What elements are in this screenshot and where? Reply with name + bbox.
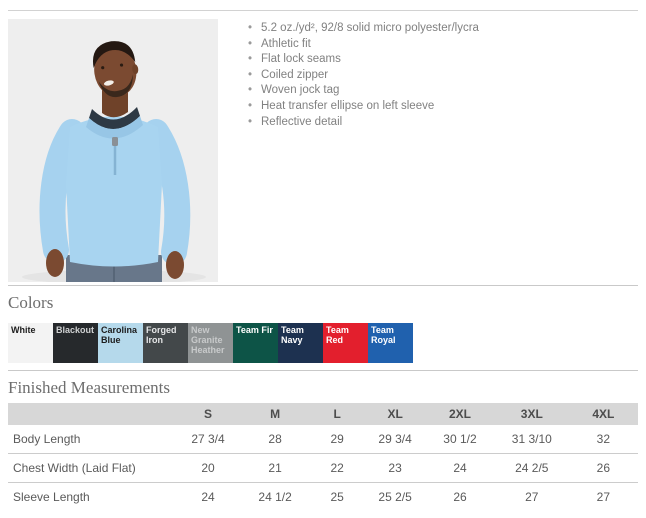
cell-value: 29 bbox=[330, 432, 344, 446]
column-header-s: S bbox=[174, 403, 242, 425]
color-swatch-team-fir[interactable]: Team Fir bbox=[233, 323, 278, 363]
feature-item: Coiled zipper bbox=[247, 69, 479, 81]
cell-value: 27 bbox=[525, 490, 539, 504]
color-swatch-row: White Blackout Carolina Blue Forged Iron… bbox=[8, 323, 638, 363]
cell-value: 26 bbox=[453, 490, 467, 504]
table-row-body-length: Body Length 27 3/4 28 29 29 3/4 30 1/2 3… bbox=[8, 425, 638, 454]
cell-value: 26 bbox=[596, 461, 610, 475]
cell-value: 21 bbox=[268, 461, 282, 475]
column-header-blank bbox=[8, 403, 175, 425]
colors-section: Colors White Blackout Carolina Blue Forg… bbox=[8, 285, 638, 363]
product-photo-image bbox=[8, 19, 218, 284]
row-label: Body Length bbox=[13, 432, 81, 446]
feature-item: Athletic fit bbox=[247, 38, 479, 50]
colors-heading: Colors bbox=[8, 293, 54, 312]
top-divider bbox=[8, 10, 638, 11]
measurements-heading: Finished Measurements bbox=[8, 378, 170, 397]
color-swatch-team-navy[interactable]: Team Navy bbox=[278, 323, 323, 363]
feature-item: 5.2 oz./yd², 92/8 solid micro polyester/… bbox=[247, 22, 479, 34]
table-row-sleeve-length: Sleeve Length 24 24 1/2 25 25 2/5 26 27 … bbox=[8, 483, 638, 512]
cell-value: 28 bbox=[268, 432, 282, 446]
cell-value: 25 bbox=[330, 490, 344, 504]
color-swatch-new-granite-heather[interactable]: New Granite Heather bbox=[188, 323, 233, 363]
product-features: 5.2 oz./yd², 92/8 solid micro polyester/… bbox=[247, 19, 479, 282]
zipper-pull bbox=[112, 137, 118, 146]
cell-value: 29 3/4 bbox=[378, 432, 412, 446]
product-overview: 5.2 oz./yd², 92/8 solid micro polyester/… bbox=[8, 19, 638, 284]
cell-value: 27 bbox=[596, 490, 610, 504]
cell-value: 25 2/5 bbox=[378, 490, 412, 504]
model-head bbox=[93, 41, 139, 98]
cell-value: 27 3/4 bbox=[191, 432, 225, 446]
cell-value: 23 bbox=[388, 461, 402, 475]
color-swatch-forged-iron[interactable]: Forged Iron bbox=[143, 323, 188, 363]
table-row-chest-width: Chest Width (Laid Flat) 20 21 22 23 24 2… bbox=[8, 454, 638, 483]
measurements-section: Finished Measurements S M L XL 2XL 3XL 4… bbox=[8, 370, 638, 511]
product-spec-page: 5.2 oz./yd², 92/8 solid micro polyester/… bbox=[0, 10, 646, 511]
table-header-row: S M L XL 2XL 3XL 4XL bbox=[8, 403, 638, 425]
column-header-2xl: 2XL bbox=[425, 403, 495, 425]
column-header-3xl: 3XL bbox=[494, 403, 569, 425]
feature-list: 5.2 oz./yd², 92/8 solid micro polyester/… bbox=[247, 22, 479, 128]
feature-item: Flat lock seams bbox=[247, 53, 479, 65]
cell-value: 22 bbox=[330, 461, 344, 475]
cell-value: 31 3/10 bbox=[511, 432, 552, 446]
row-label: Chest Width (Laid Flat) bbox=[13, 461, 136, 475]
cell-value: 20 bbox=[201, 461, 215, 475]
feature-item: Woven jock tag bbox=[247, 84, 479, 96]
color-swatch-blackout[interactable]: Blackout bbox=[53, 323, 98, 363]
color-swatch-team-red[interactable]: Team Red bbox=[323, 323, 368, 363]
cell-value: 24 bbox=[201, 490, 215, 504]
model-hands bbox=[46, 249, 184, 279]
row-label: Sleeve Length bbox=[13, 490, 90, 504]
shirt-sleeves bbox=[39, 119, 191, 265]
cell-value: 24 2/5 bbox=[515, 461, 549, 475]
column-header-4xl: 4XL bbox=[568, 403, 638, 425]
column-header-l: L bbox=[309, 403, 366, 425]
cell-value: 30 1/2 bbox=[443, 432, 477, 446]
product-photo bbox=[8, 19, 218, 284]
measurements-table: S M L XL 2XL 3XL 4XL Body Length 27 3/4 … bbox=[8, 403, 638, 511]
column-header-m: M bbox=[241, 403, 310, 425]
cell-value: 24 1/2 bbox=[258, 490, 292, 504]
column-header-xl: XL bbox=[365, 403, 426, 425]
feature-item: Heat transfer ellipse on left sleeve bbox=[247, 100, 479, 112]
color-swatch-white[interactable]: White bbox=[8, 323, 53, 363]
color-swatch-carolina-blue[interactable]: Carolina Blue bbox=[98, 323, 143, 363]
feature-item: Reflective detail bbox=[247, 116, 479, 128]
cell-value: 24 bbox=[453, 461, 467, 475]
color-swatch-team-royal[interactable]: Team Royal bbox=[368, 323, 413, 363]
cell-value: 32 bbox=[596, 432, 610, 446]
